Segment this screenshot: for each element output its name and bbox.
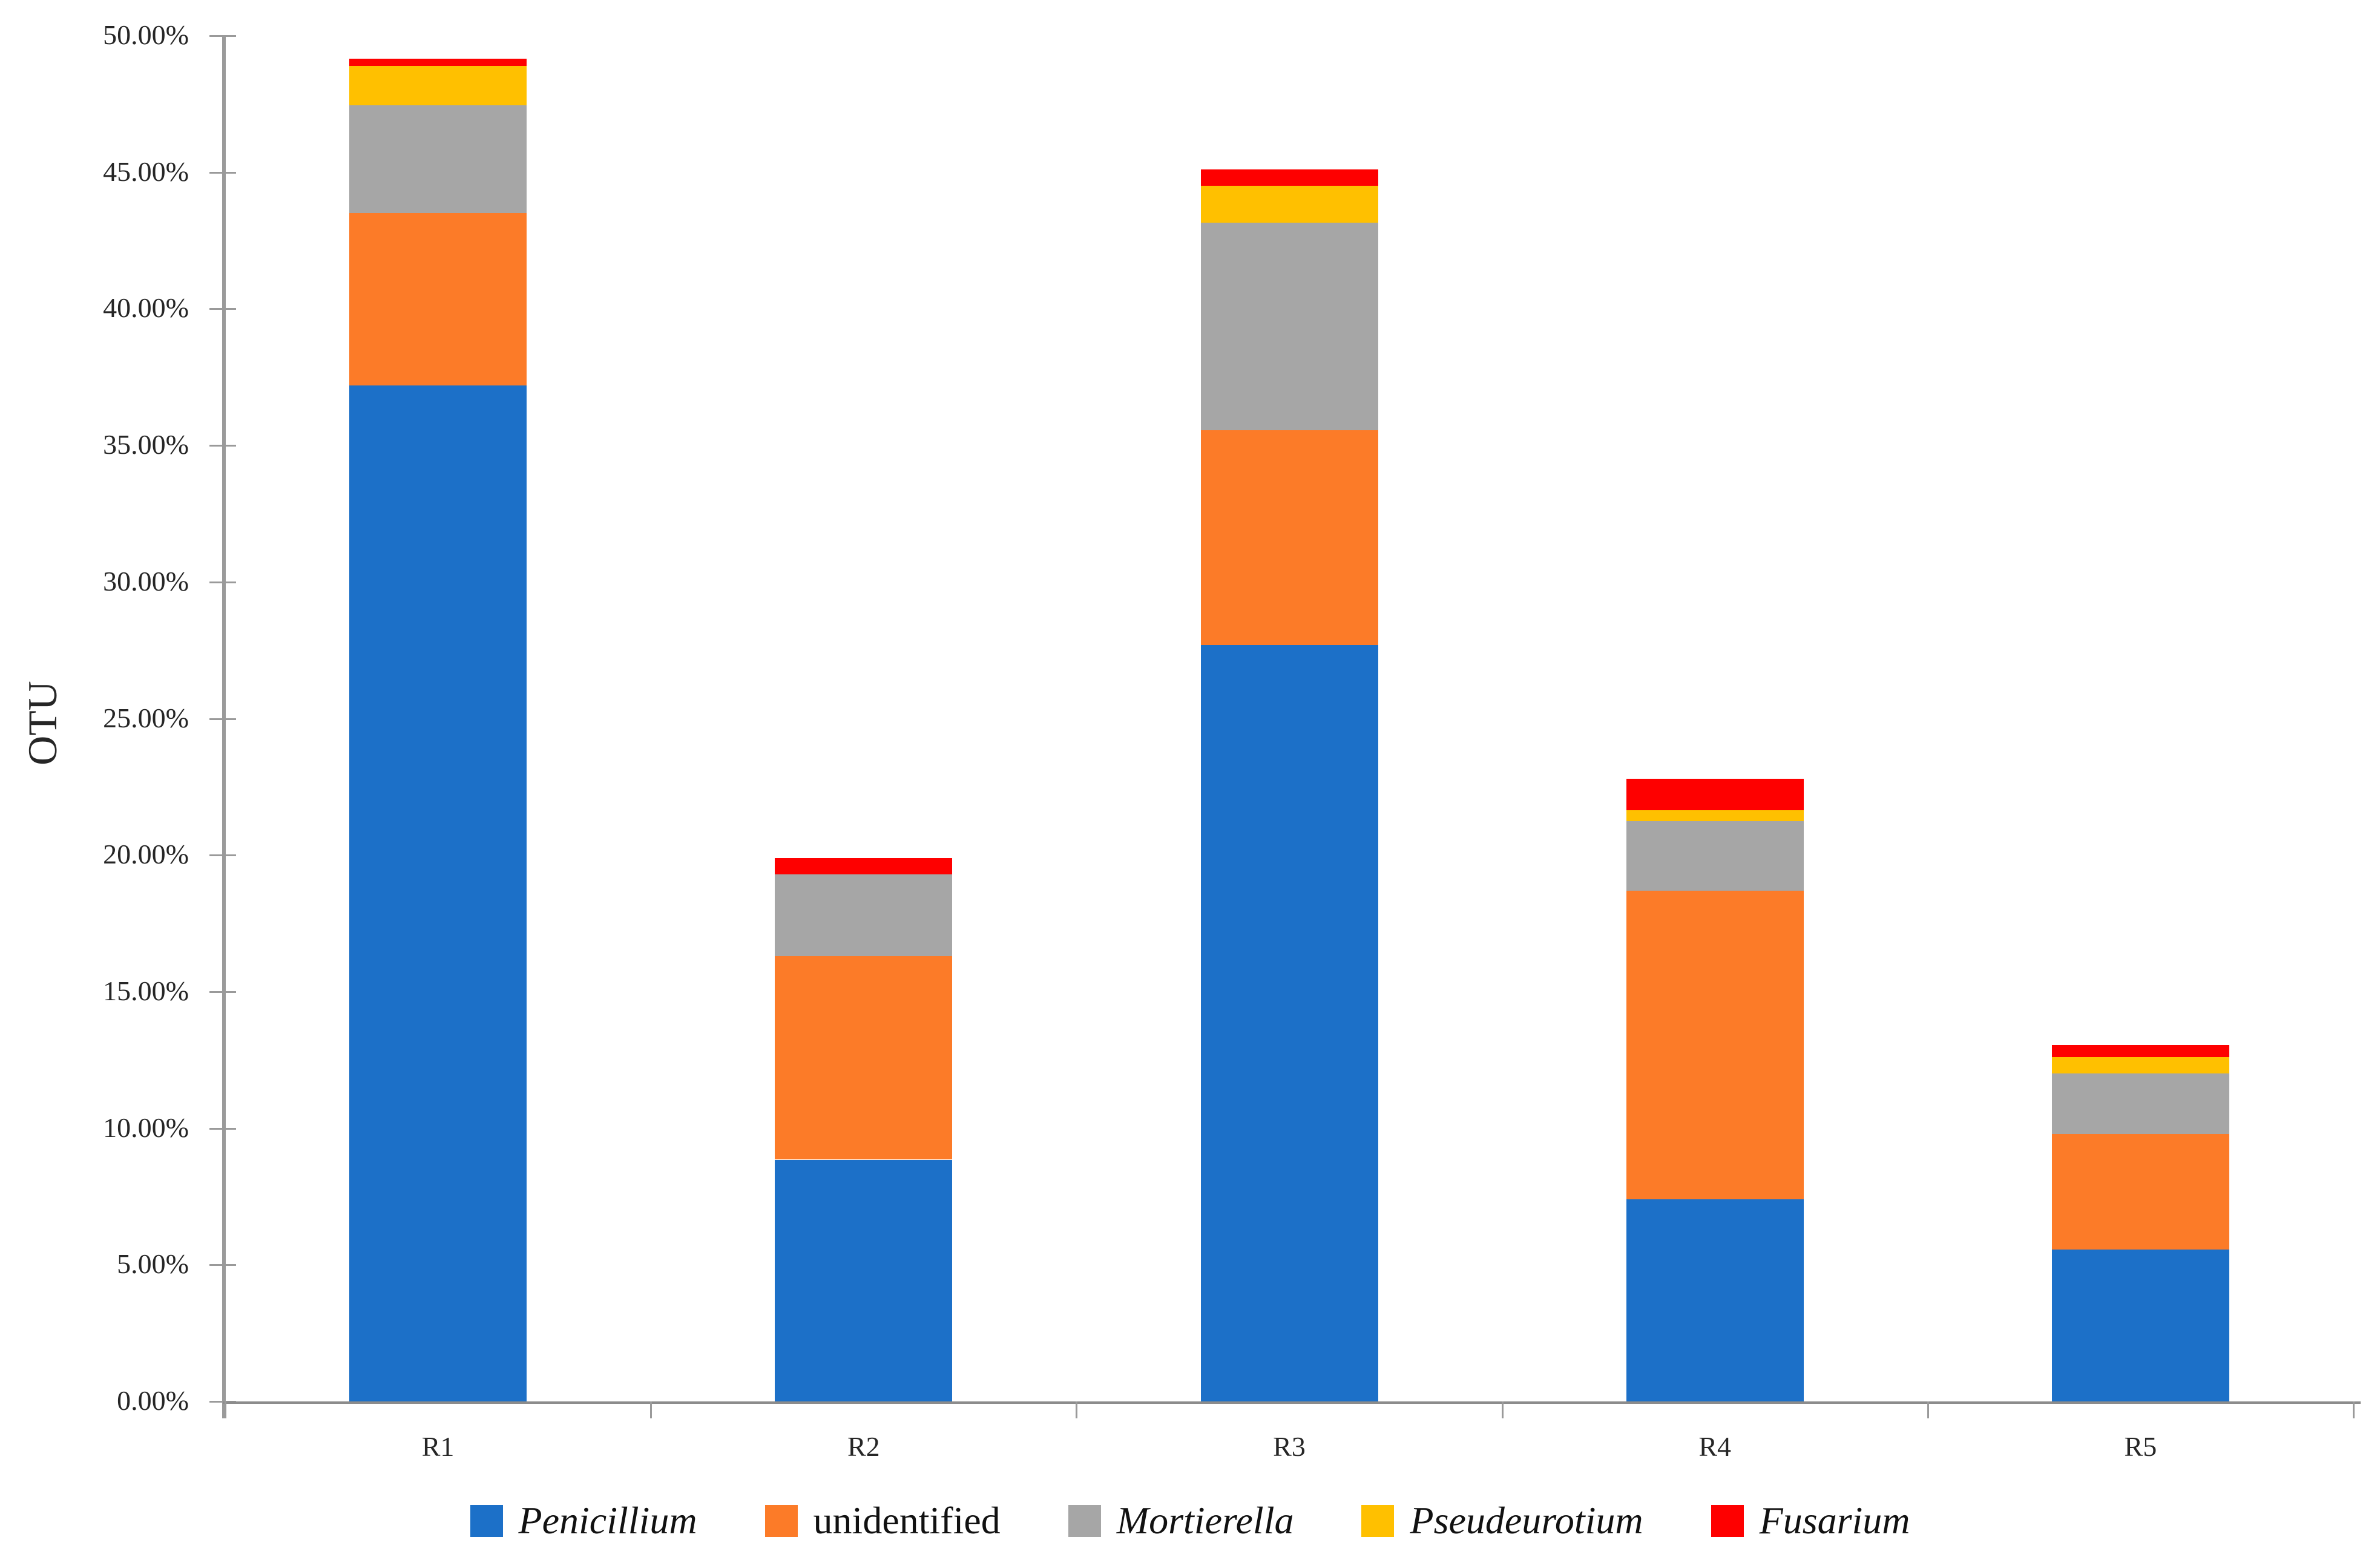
y-tick-label: 15.00%	[103, 975, 189, 1006]
y-tick-mark	[209, 1264, 236, 1266]
x-tick-mark	[650, 1401, 653, 1418]
legend: Penicillium unidentified Mortierella Pseude…	[0, 1493, 2380, 1548]
x-tick-mark	[225, 1401, 226, 1418]
x-axis-label-r4: R4	[1698, 1431, 1732, 1462]
bar-segment-unidentified-r2[interactable]	[775, 956, 953, 1160]
y-tick-mark	[209, 854, 236, 857]
bar-segment-pseudeurotium-r5[interactable]	[2051, 1057, 2229, 1074]
bar-segment-pseudeurotium-r3[interactable]	[1200, 186, 1378, 223]
bar-segment-mortierella-r3[interactable]	[1200, 223, 1378, 431]
y-tick-label: 0.00%	[117, 1385, 189, 1416]
y-tick-label: 45.00%	[103, 156, 189, 187]
bar-segment-penicillium-r1[interactable]	[349, 385, 527, 1401]
x-axis-label-r3: R3	[1273, 1431, 1306, 1462]
y-tick-mark	[209, 171, 236, 174]
y-tick-mark	[209, 1127, 236, 1130]
x-tick-mark	[1076, 1401, 1078, 1418]
legend-item-pseudeurotium[interactable]: Pseudeurotium	[1361, 1501, 1643, 1540]
bar-segment-fusarium-r2[interactable]	[775, 857, 953, 874]
bar-segment-unidentified-r1[interactable]	[349, 213, 527, 385]
legend-item-mortierella[interactable]: Mortierella	[1068, 1501, 1294, 1540]
y-tick-mark	[209, 445, 236, 447]
y-tick-mark	[209, 308, 236, 310]
bar-segment-fusarium-r4[interactable]	[1626, 778, 1804, 810]
x-tick-mark	[1927, 1401, 1929, 1418]
y-tick-label: 30.00%	[103, 565, 189, 597]
y-tick-mark	[209, 991, 236, 993]
bar-segment-unidentified-r4[interactable]	[1626, 890, 1804, 1199]
y-tick-label: 35.00%	[103, 429, 189, 460]
legend-label-fusarium: Fusarium	[1759, 1499, 1910, 1542]
legend-label-mortierella: Mortierella	[1116, 1499, 1294, 1542]
x-axis-label-r1: R1	[421, 1431, 455, 1462]
bar-segment-unidentified-r3[interactable]	[1200, 430, 1378, 645]
legend-label-unidentified: unidentified	[813, 1499, 1001, 1542]
legend-swatch-pseudeurotium	[1361, 1504, 1395, 1537]
y-tick-mark	[209, 718, 236, 720]
bar-segment-mortierella-r1[interactable]	[349, 105, 527, 214]
bar-segment-penicillium-r3[interactable]	[1200, 644, 1378, 1401]
y-tick-mark	[209, 581, 236, 583]
legend-label-pseudeurotium: Pseudeurotium	[1410, 1499, 1643, 1542]
bar-segment-penicillium-r4[interactable]	[1626, 1199, 1804, 1401]
bar-segment-mortierella-r5[interactable]	[2051, 1073, 2229, 1134]
bar-segment-penicillium-r5[interactable]	[2051, 1250, 2229, 1401]
y-tick-label: 40.00%	[103, 292, 189, 324]
x-axis-label-r2: R2	[847, 1431, 880, 1462]
bar-segment-fusarium-r1[interactable]	[349, 59, 527, 66]
bar-segment-penicillium-r2[interactable]	[775, 1159, 953, 1401]
x-tick-mark	[1501, 1401, 1504, 1418]
bar-segment-mortierella-r2[interactable]	[775, 874, 953, 957]
legend-label-penicillium: Penicillium	[518, 1499, 697, 1542]
legend-swatch-fusarium	[1711, 1504, 1744, 1537]
legend-item-unidentified[interactable]: unidentified	[764, 1499, 1001, 1542]
legend-swatch-mortierella	[1068, 1504, 1101, 1537]
legend-swatch-unidentified	[764, 1504, 798, 1537]
y-tick-label: 10.00%	[103, 1112, 189, 1143]
y-tick-mark	[209, 35, 236, 37]
bar-segment-unidentified-r5[interactable]	[2051, 1133, 2229, 1250]
bar-segment-mortierella-r4[interactable]	[1626, 821, 1804, 891]
y-tick-label: 5.00%	[117, 1248, 189, 1280]
legend-item-penicillium[interactable]: Penicillium	[470, 1501, 697, 1540]
legend-swatch-penicillium	[470, 1504, 503, 1537]
legend-item-fusarium[interactable]: Fusarium	[1711, 1501, 1910, 1540]
y-tick-label: 25.00%	[103, 702, 189, 733]
x-axis-label-r5: R5	[2124, 1431, 2157, 1462]
y-axis-line	[222, 36, 226, 1418]
bar-segment-pseudeurotium-r1[interactable]	[349, 65, 527, 106]
bar-segment-pseudeurotium-r4[interactable]	[1626, 810, 1804, 821]
x-axis-line	[223, 1401, 2361, 1404]
bar-segment-fusarium-r5[interactable]	[2051, 1044, 2229, 1058]
y-tick-label: 20.00%	[103, 839, 189, 870]
x-tick-mark	[2353, 1401, 2355, 1418]
y-tick-label: 50.00%	[103, 19, 189, 50]
bar-segment-fusarium-r3[interactable]	[1200, 169, 1378, 186]
